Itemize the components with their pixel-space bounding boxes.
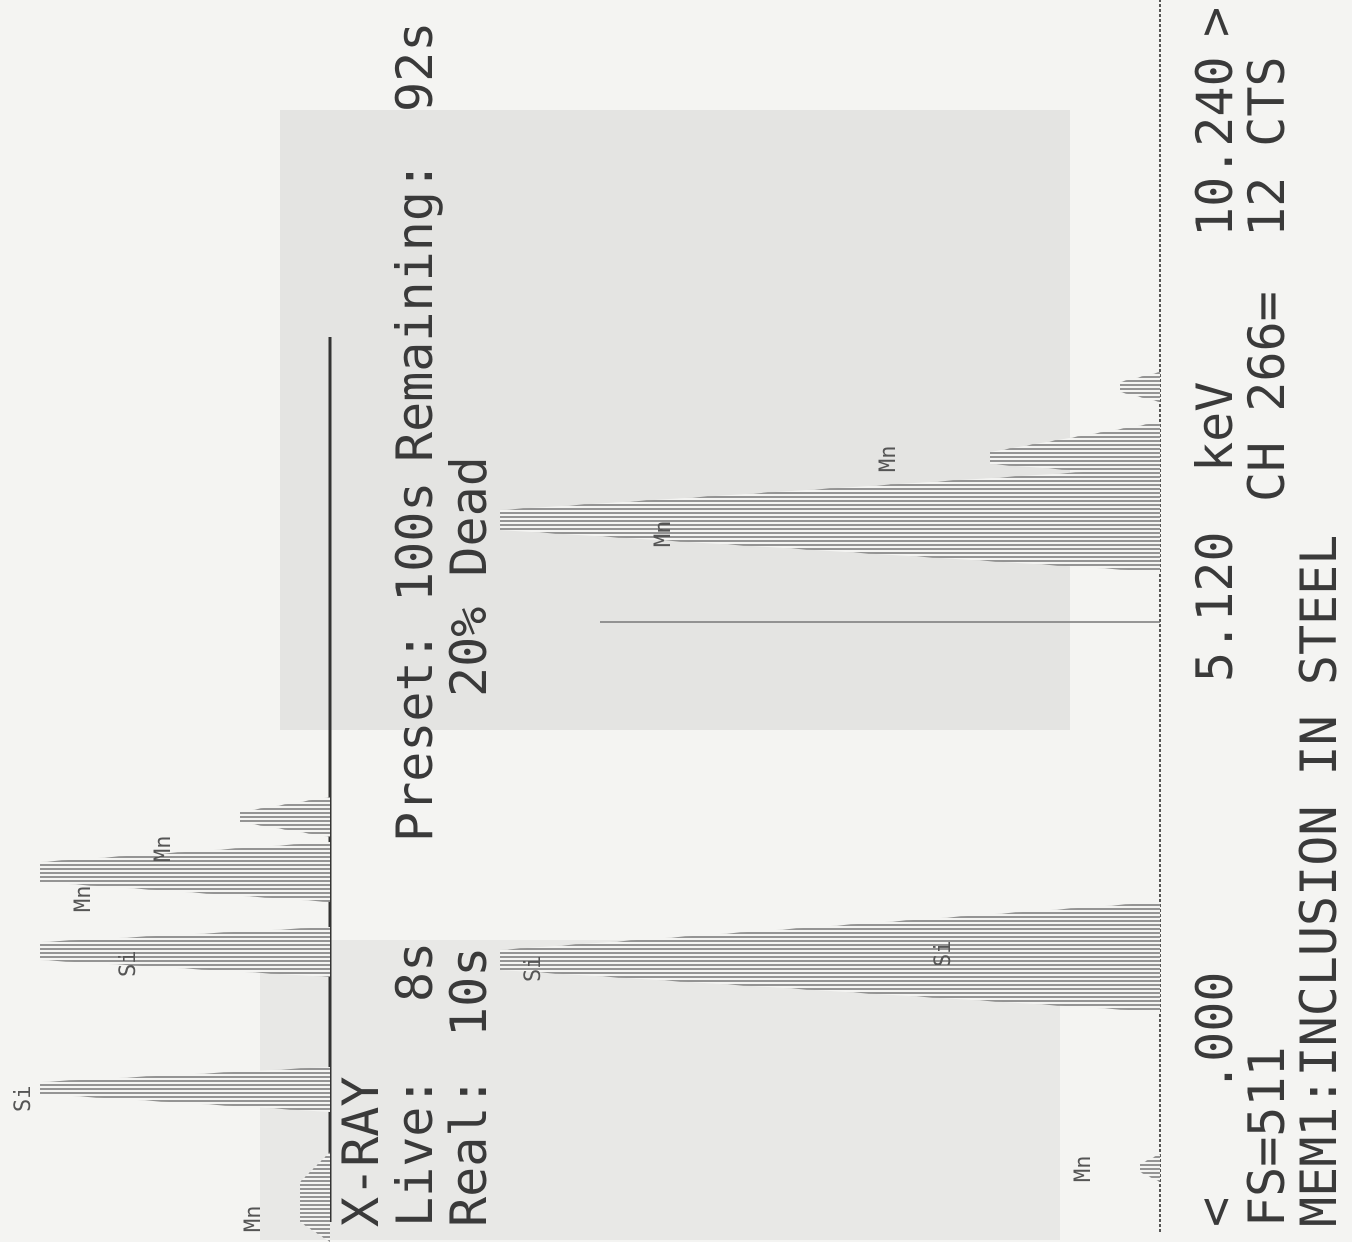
peak-label: Mn (151, 836, 176, 863)
inset-peak (40, 1067, 330, 1112)
real: 10s (440, 947, 498, 1037)
live-label: Live: (386, 1076, 444, 1227)
peak-label: Mn (71, 886, 96, 913)
peak-label: Si (116, 951, 141, 978)
inset-peak (240, 797, 330, 837)
memo: MEM1:INCLUSION IN STEEL (1290, 535, 1348, 1227)
inset-peak (300, 1152, 330, 1242)
peak-label: Si (11, 1086, 36, 1113)
real-label: Real: (440, 1076, 498, 1227)
peak-label: Si (521, 956, 546, 983)
scan-shade (280, 110, 1070, 730)
peak (1140, 1154, 1160, 1182)
peak (500, 467, 1160, 572)
preset-label: Preset: (386, 631, 444, 842)
axis-unit: keV (1186, 382, 1244, 472)
left-arrow: < (1186, 1197, 1244, 1227)
inset-peak (40, 927, 330, 977)
axis-mid: 5.120 (1186, 531, 1244, 682)
axis-start: .000 (1186, 972, 1244, 1092)
counts: 12 CTS (1238, 56, 1296, 237)
peak-label: Si (931, 941, 956, 968)
remaining: 92s (386, 22, 444, 112)
peak (500, 902, 1160, 1012)
axis-end: 10.240 (1186, 56, 1244, 237)
inset-peak (40, 842, 330, 902)
dead: 20% Dead (440, 456, 498, 697)
live: 8s (386, 942, 444, 1002)
peak-label: Mn (1071, 1156, 1096, 1183)
rotated-printout: Mn Si Si Mn Mn Mn Si Si Mn Mn X-RAY Live… (11, 0, 1348, 1242)
channel: CH 266= (1238, 291, 1296, 502)
peak-label: Mn (651, 521, 676, 548)
peak (1120, 372, 1160, 402)
title: X-RAY (332, 1076, 390, 1227)
full-scale: FS=511 (1238, 1046, 1296, 1227)
remaining-label: Remaining: (386, 161, 444, 462)
right-arrow: > (1186, 7, 1244, 37)
peak (990, 422, 1160, 477)
preset: 100s (386, 482, 444, 602)
peak-label: Mn (241, 1206, 266, 1233)
peak-label: Mn (876, 446, 901, 473)
